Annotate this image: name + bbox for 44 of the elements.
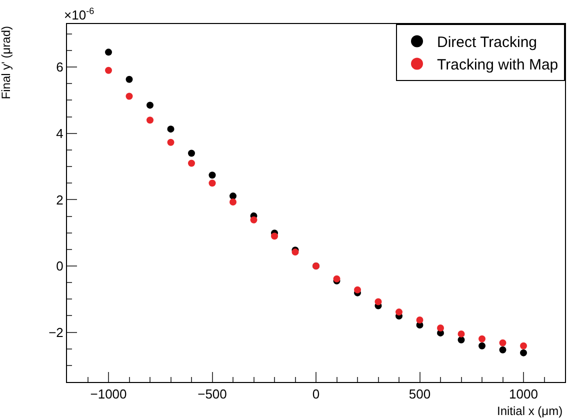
point <box>208 172 216 179</box>
y-tick-label: 0 <box>56 258 64 274</box>
y-axis-title: Final y' (μrad) <box>0 26 14 100</box>
point <box>520 342 527 350</box>
x-tick-label: 500 <box>408 386 431 402</box>
legend-label: Direct Tracking <box>437 34 538 52</box>
point <box>458 330 465 338</box>
point <box>126 76 133 83</box>
point <box>105 48 112 56</box>
point <box>437 324 444 332</box>
point <box>520 349 527 356</box>
point <box>167 126 174 133</box>
point <box>374 298 382 306</box>
point <box>250 216 258 224</box>
y-tick-label: 4 <box>56 126 64 141</box>
x-tick-label: −500 <box>198 386 227 402</box>
point <box>499 346 506 354</box>
x-axis-title: Initial x (μm) <box>497 404 563 418</box>
point <box>146 102 154 109</box>
legend-label: Tracking with Map <box>437 56 558 74</box>
point <box>188 160 195 167</box>
point <box>230 192 236 200</box>
point <box>499 339 506 346</box>
x-tick-label: −1000 <box>90 386 127 402</box>
point <box>354 286 361 294</box>
point <box>146 116 154 124</box>
point <box>396 308 402 316</box>
point <box>167 138 174 146</box>
point <box>126 92 133 100</box>
text: ×10$^{-6}$ <box>64 6 94 22</box>
y-tick-label: 6 <box>56 60 64 75</box>
point <box>478 342 486 350</box>
point <box>271 232 278 240</box>
point <box>416 316 424 324</box>
y-tick-label: −2 <box>48 324 64 340</box>
x-tick-label: 1000 <box>509 386 538 402</box>
point <box>458 336 465 344</box>
y-tick-label: 2 <box>56 192 64 208</box>
point <box>478 335 486 342</box>
point <box>105 66 112 74</box>
x-tick-label: 0 <box>312 386 320 402</box>
point <box>230 198 236 206</box>
point <box>188 150 195 157</box>
point <box>208 180 216 187</box>
